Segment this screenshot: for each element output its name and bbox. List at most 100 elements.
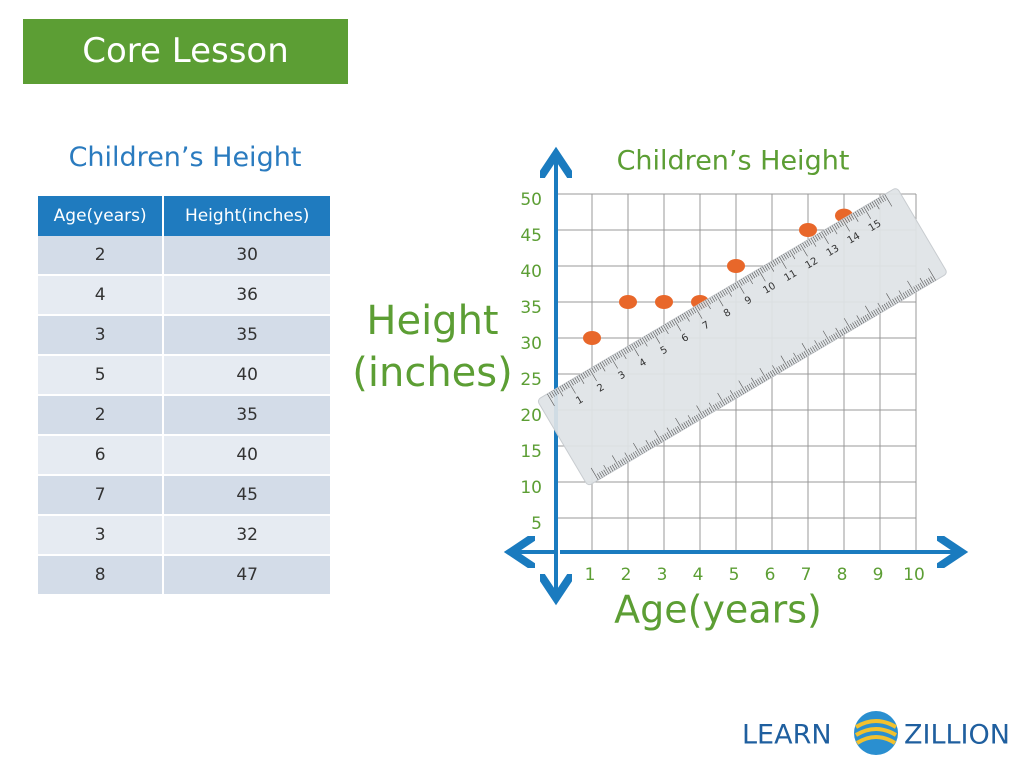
ruler-tick	[646, 335, 650, 341]
ruler-label: 5	[659, 345, 670, 358]
ruler-tick	[653, 439, 658, 446]
ruler-tick	[601, 470, 605, 477]
ruler-tick	[894, 297, 898, 304]
ruler-tick	[883, 303, 888, 310]
ruler-tick	[799, 353, 804, 360]
chart-title: Children’s Height	[617, 146, 850, 177]
ruler-tick	[692, 307, 697, 314]
ruler-tick	[672, 428, 677, 434]
ruler-tick	[789, 250, 796, 260]
ruler-tick	[814, 344, 818, 351]
ruler-tick	[679, 315, 684, 321]
ruler-tick	[631, 343, 640, 357]
ruler-tick	[759, 377, 763, 383]
x-axis-label: Age(years)	[614, 588, 822, 632]
ruler-tick	[611, 464, 616, 471]
ruler-tick	[633, 442, 641, 456]
ruler-tick	[698, 413, 702, 420]
ruler-tick	[845, 326, 850, 332]
ruler-tick	[589, 368, 597, 382]
ruler-tick	[616, 352, 621, 359]
y-tick-label: 25	[520, 370, 542, 390]
ruler-tick	[593, 366, 598, 372]
ruler-tick	[729, 390, 736, 400]
logo: LEARN ZILLION	[742, 711, 1010, 755]
ruler-tick	[597, 473, 601, 479]
ruler-tick	[804, 241, 808, 248]
ruler-tick	[618, 460, 622, 467]
ruler-tick	[683, 422, 688, 428]
ruler-tick	[654, 330, 659, 336]
ruler-tick	[791, 249, 796, 255]
ruler-tick	[717, 392, 726, 406]
ruler-tick	[835, 222, 840, 229]
ruler-tick	[620, 459, 624, 466]
ruler-tick	[746, 384, 751, 391]
ruler-tick	[856, 320, 860, 326]
ruler-tick	[806, 240, 811, 246]
table-row: 2 35	[38, 395, 332, 436]
ruler-tick	[662, 434, 666, 441]
ruler-tick	[611, 455, 620, 468]
ruler-tick	[719, 401, 723, 407]
ruler-tick	[760, 267, 764, 274]
ruler-tick	[734, 282, 739, 289]
ruler-tick	[643, 445, 647, 452]
ruler-tick	[685, 421, 690, 427]
ruler-tick	[785, 252, 789, 259]
ruler-tick	[751, 272, 756, 279]
ruler-label: 2	[595, 382, 606, 395]
ruler-tick	[691, 417, 696, 423]
table-cell: 3	[38, 515, 165, 556]
ruler-tick	[761, 376, 766, 382]
ruler-tick	[793, 247, 798, 254]
ruler-tick	[823, 230, 827, 236]
ruler-tick	[601, 361, 606, 367]
ruler-tick	[675, 317, 680, 324]
ruler-tick	[776, 257, 781, 264]
ruler-tick	[885, 302, 890, 309]
ruler-tick	[740, 388, 744, 395]
ruler-tick	[547, 393, 555, 407]
table-cell: 40	[163, 435, 332, 476]
ruler-label: 6	[680, 332, 691, 345]
ruler-tick	[840, 220, 844, 226]
ruler-tick	[708, 402, 715, 412]
ruler-tick	[844, 217, 848, 224]
table-cell: 4	[38, 275, 165, 316]
ruler-tick	[772, 260, 777, 266]
ruler-tick	[750, 382, 755, 388]
ruler-tick	[645, 440, 652, 449]
ruler-tick	[810, 347, 814, 353]
ruler-tick	[736, 281, 745, 294]
ruler-tick	[812, 236, 817, 243]
ruler-tick	[743, 277, 747, 284]
ruler-tick	[769, 371, 774, 377]
ruler-tick	[553, 389, 557, 396]
ruler-tick	[713, 404, 717, 411]
ruler-tick	[759, 367, 768, 381]
ruler-tick	[772, 365, 778, 375]
ruler-tick	[880, 196, 884, 203]
ruler-tick	[595, 365, 600, 371]
ruler-tick	[753, 271, 758, 277]
ruler-tick	[820, 341, 825, 347]
table-cell: 35	[163, 315, 332, 356]
ruler-tick	[928, 277, 932, 284]
ruler-tick	[828, 336, 833, 342]
ruler-tick	[658, 327, 663, 334]
ruler-tick	[711, 296, 716, 302]
ruler-tick	[865, 205, 870, 211]
header-title: Core Lesson	[23, 19, 348, 84]
ruler-tick	[639, 338, 644, 345]
ruler-tick	[833, 224, 838, 230]
ruler-tick	[877, 307, 882, 314]
ruler-tick	[587, 370, 591, 376]
ruler-tick	[869, 202, 874, 209]
ruler-tick	[708, 407, 713, 413]
ruler-tick	[833, 333, 837, 340]
ruler-tick	[709, 297, 714, 304]
ruler-tick	[576, 376, 581, 382]
table-row: 3 32	[38, 515, 332, 556]
ruler-label: 3	[617, 369, 628, 382]
